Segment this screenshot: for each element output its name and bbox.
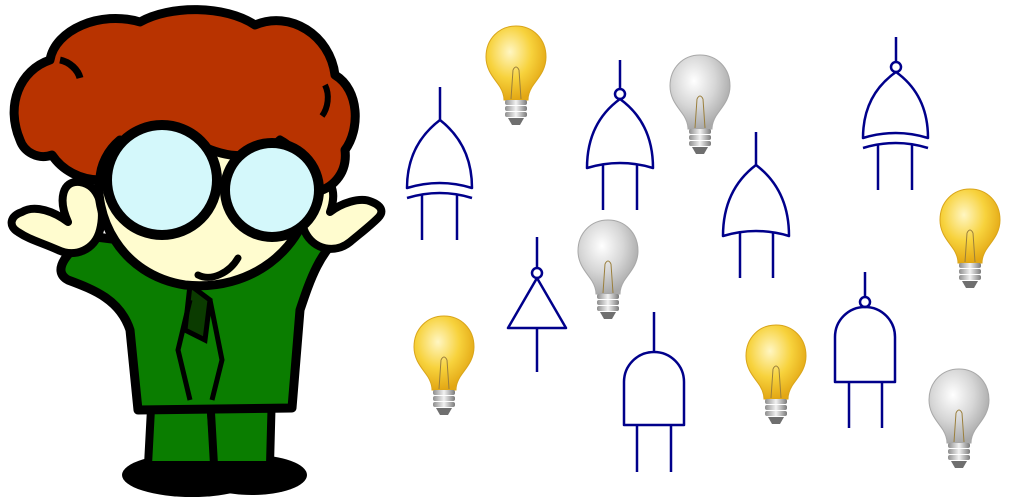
not-gate-icon — [506, 237, 568, 372]
bulb-on-icon — [413, 315, 475, 415]
bulb-on-icon — [485, 25, 547, 125]
bulb-off-icon — [669, 54, 731, 154]
nor-gate-icon — [585, 60, 655, 210]
bulb-on-icon — [745, 324, 807, 424]
left-hand — [7, 177, 106, 258]
bulb-on-icon — [939, 188, 1001, 288]
glasses — [102, 120, 324, 242]
mouth — [194, 254, 242, 281]
or-gate-icon — [721, 132, 791, 278]
light-bulbs — [413, 25, 1001, 468]
bulb-off-icon — [577, 219, 639, 319]
logic-gates — [405, 37, 930, 472]
scientist-character — [7, 5, 386, 497]
and-gate-icon — [622, 312, 686, 472]
xor-gate-icon — [405, 87, 474, 240]
nand-gate-icon — [833, 272, 897, 428]
bulb-off-icon — [928, 368, 990, 468]
xnor-gate-icon — [861, 37, 930, 190]
